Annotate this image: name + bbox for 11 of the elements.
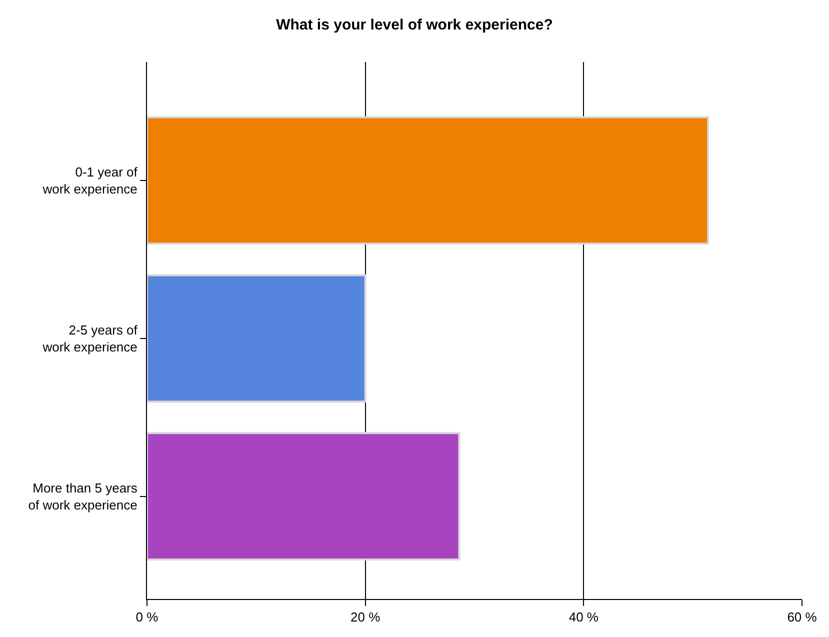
bar [147, 274, 366, 403]
x-tick-label: 40 % [568, 610, 599, 625]
x-tick-label: 20 % [350, 610, 381, 625]
bar [147, 116, 710, 245]
x-tick-label: 60 % [787, 610, 818, 625]
y-tick-label: More than 5 years of work experience [28, 480, 138, 512]
bar [147, 432, 460, 561]
y-tick-label: 2-5 years of work experience [42, 322, 138, 354]
y-tick-label: 0-1 year of work experience [42, 164, 138, 196]
chart-title: What is your level of work experience? [276, 16, 553, 34]
x-tick-label: 0 % [136, 610, 159, 625]
